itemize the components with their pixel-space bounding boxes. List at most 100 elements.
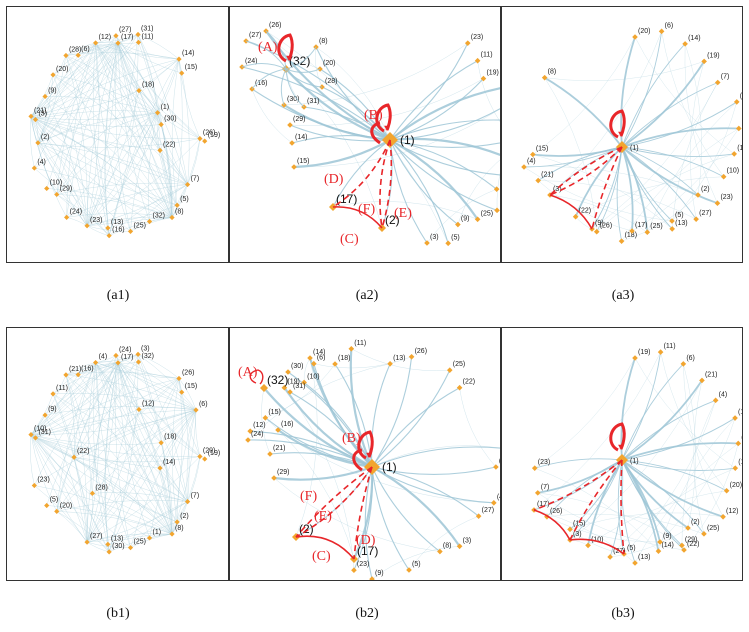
- edge-line: [56, 42, 96, 195]
- highlight-path-f: [295, 466, 373, 538]
- edge-line: [187, 138, 201, 185]
- node-marker: [106, 549, 112, 555]
- edge-line: [37, 58, 180, 144]
- edge-line: [671, 82, 718, 229]
- node-marker: [733, 99, 740, 105]
- cluster-edge: [245, 40, 287, 70]
- node-label: (13): [675, 220, 687, 227]
- edge-line: [34, 485, 88, 543]
- network-graph-a1: (17) (15) (19) (8) (13) (10) (21) (6) (11) (1) (22…: [28, 26, 220, 239]
- edge-line: [658, 417, 736, 552]
- node-label: (5): [627, 545, 636, 552]
- node-label: (18): [338, 355, 350, 362]
- annotation-d: (D): [324, 172, 344, 187]
- node-label: (2): [180, 513, 189, 520]
- edge-line: [538, 180, 633, 232]
- hub-edge: [621, 459, 727, 492]
- node-marker: [475, 513, 482, 519]
- hub-edge: [621, 146, 649, 233]
- edge-line: [30, 116, 162, 127]
- hub-edge: [569, 459, 623, 530]
- edge-line: [74, 456, 200, 463]
- node-label: (10): [727, 168, 739, 175]
- edge-line: [351, 348, 450, 371]
- node-marker: [84, 223, 90, 229]
- edge-line: [195, 409, 201, 457]
- edge-line: [160, 409, 197, 443]
- edge-line: [631, 128, 739, 232]
- hub-edge: [389, 139, 479, 220]
- node-marker: [287, 389, 293, 395]
- edge-line: [44, 415, 88, 543]
- edge-line: [87, 204, 178, 227]
- node-label: (20): [499, 458, 501, 465]
- edge-line: [178, 59, 201, 139]
- hub-edge: [621, 146, 634, 232]
- self-loop-head: [618, 444, 624, 450]
- node-label: (1): [382, 460, 397, 474]
- edge-line: [130, 501, 188, 548]
- node-marker: [89, 490, 96, 496]
- node-label: (27): [249, 32, 261, 39]
- self-loop-b-head: [366, 452, 372, 458]
- edge-line: [37, 34, 139, 144]
- node-label: (11): [56, 385, 68, 392]
- edge-line: [37, 74, 54, 143]
- edge-line: [52, 42, 96, 76]
- edge-line: [575, 176, 724, 217]
- node-label: (32): [153, 212, 165, 219]
- edge-line: [95, 362, 140, 410]
- edge-line: [30, 355, 117, 435]
- node-label: (8): [443, 543, 452, 550]
- edge-line: [30, 116, 131, 232]
- cluster-edge: [285, 68, 305, 108]
- edge-line: [86, 409, 197, 543]
- node-marker: [607, 554, 613, 560]
- node-marker: [494, 207, 500, 214]
- edge-line: [683, 363, 696, 529]
- node-label: (17): [336, 192, 357, 206]
- edge-line: [534, 357, 636, 469]
- edge-line: [117, 362, 201, 457]
- node-label: (8): [175, 525, 184, 532]
- edge-line: [35, 42, 96, 120]
- hub-edge: [617, 459, 625, 555]
- node-label: (24): [251, 431, 263, 438]
- node-label: (21): [541, 172, 553, 179]
- edge-line: [56, 194, 110, 236]
- node-marker: [712, 397, 719, 404]
- node-label: (3): [573, 531, 582, 538]
- edge-line: [35, 119, 110, 236]
- node-marker: [71, 454, 77, 460]
- node-label: (5): [180, 196, 189, 203]
- edge-line: [95, 42, 188, 185]
- self-loop-b2: [370, 121, 381, 145]
- edge-line: [86, 362, 119, 543]
- node-label: (27): [90, 533, 102, 540]
- edge-line: [52, 393, 75, 458]
- self-loop-a: [249, 369, 264, 385]
- node-marker: [135, 31, 141, 38]
- edge-line: [86, 378, 180, 543]
- hub-edge: [596, 146, 623, 232]
- hub-edge: [269, 452, 373, 468]
- edge-line: [408, 515, 479, 571]
- node-label: (14): [313, 349, 325, 356]
- node-label: (15): [185, 64, 197, 71]
- edge-line: [115, 43, 131, 232]
- edge-line: [171, 456, 201, 535]
- node-marker: [530, 151, 536, 158]
- node-label: (16): [81, 366, 93, 373]
- node-marker: [732, 465, 739, 471]
- node-label: (2): [385, 213, 400, 227]
- node-label: (17): [357, 544, 378, 558]
- node-marker: [44, 185, 50, 192]
- node-label: (5): [412, 561, 421, 568]
- edge-line: [171, 138, 201, 218]
- node-label: (8): [548, 69, 557, 76]
- node-marker: [567, 526, 573, 533]
- edge-line: [537, 492, 685, 551]
- edge-line: [176, 409, 197, 522]
- node-marker: [693, 216, 699, 222]
- edge-line: [95, 362, 188, 502]
